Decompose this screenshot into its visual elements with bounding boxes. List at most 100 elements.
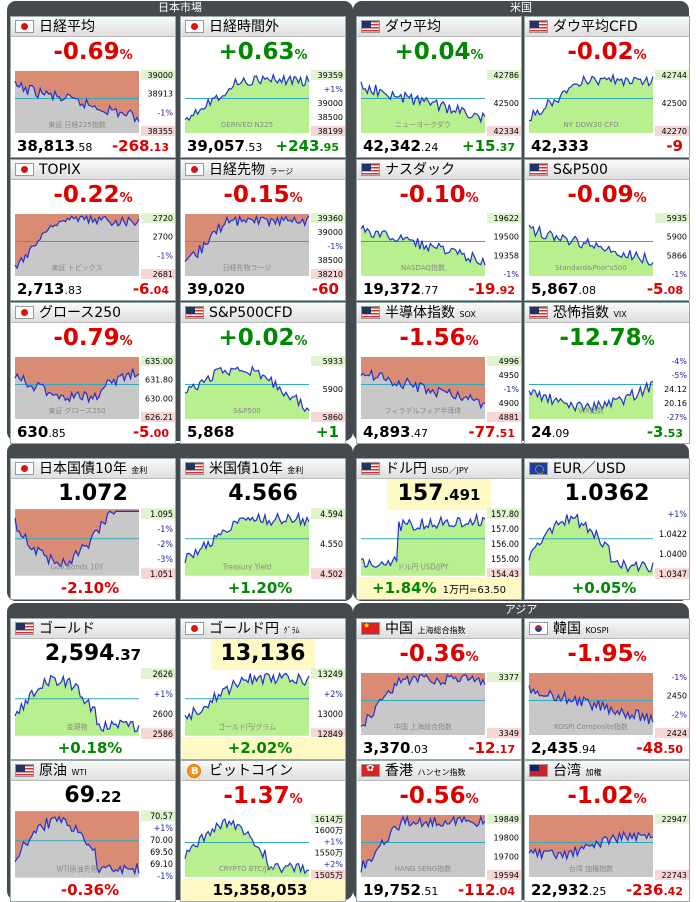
- market-card[interactable]: グロース250 -0.79% 東証 グロース250 635.00 631.80 630.…: [10, 302, 176, 444]
- card-title-bar: 米国債10年 金利: [181, 459, 345, 479]
- market-card[interactable]: TOPIX -0.22% 東証 トピックス 2720 2700 -1% 2681 2,71…: [10, 159, 176, 301]
- flag-tw-icon: [529, 764, 548, 777]
- market-card[interactable]: 日本国債10年 金利 1.072 Gov.Bonds 10Y 1.095 -1% -2%…: [10, 458, 176, 600]
- card-change-percent: -0.22%: [53, 182, 133, 208]
- chart-watermark: NY DOW30 CFD: [564, 121, 619, 129]
- chart-line: [184, 511, 310, 564]
- axis-label: 5900: [667, 233, 687, 242]
- axis-label: 70.57: [150, 811, 173, 821]
- mini-chart: Standard&Poor's500 5935 5900 5866 -1%: [528, 213, 689, 279]
- chart-area: [185, 819, 309, 877]
- market-card[interactable]: ゴールド 2,594.37 金現物 2626 +1% 2600 2586 +0.18%: [10, 618, 176, 760]
- axis-label: 154.43: [491, 569, 519, 579]
- chart-line: [528, 513, 654, 574]
- axis-label: 626.21: [145, 413, 173, 422]
- market-card[interactable]: 香港 ハンセン指数 -0.56% HANG SENG指数 19849 19800 197…: [356, 760, 522, 902]
- card-change-percent: -1.56%: [399, 325, 479, 351]
- market-card[interactable]: S&P500CFD +0.02% S&P500 5933 5900 5860 5,868…: [180, 302, 346, 444]
- chart-line: [184, 72, 310, 122]
- chart-line: [360, 81, 486, 124]
- card-title-bar: 台湾 加権: [525, 761, 689, 781]
- chart-watermark: ドル円 USD/JPY: [398, 562, 449, 571]
- card-footer: 42,342.24 +15.37: [357, 135, 521, 157]
- market-card[interactable]: ダウ平均CFD -0.02% NY DOW30 CFD 42744 42500 4227…: [524, 16, 690, 158]
- card-price: 5,868: [187, 423, 235, 441]
- card-change-percent: -1.95%: [567, 641, 647, 667]
- flag-eu-icon: [529, 462, 548, 475]
- card-title-bar: TOPIX: [11, 160, 175, 180]
- mini-chart: HANG SENG指数 19849 19800 19700 19594: [360, 814, 521, 880]
- axis-label: 3349: [499, 729, 519, 738]
- market-card[interactable]: 米国債10年 金利 4.566 Treasury Yield 4.594 4.550 4…: [180, 458, 346, 600]
- axis-label: 2681: [153, 270, 173, 279]
- card-title-bar: S&P500CFD: [181, 303, 345, 323]
- chart-watermark: 日経先物ラージ: [223, 263, 272, 272]
- axis-label: -1%: [157, 251, 173, 260]
- card-price: 2,713.83: [17, 280, 82, 298]
- market-card[interactable]: ドル円 USD／JPY 157.491 ドル円 USD/JPY 157.80 157.…: [356, 458, 522, 600]
- mini-chart: WTI原油先物 70.57 +1% 70.00 69.50 69.10 -1%: [14, 810, 175, 881]
- axis-label: +1%: [324, 85, 344, 94]
- axis-label: 1.0422: [659, 529, 687, 539]
- card-footer: +0.05%: [571, 579, 637, 597]
- chart-line: [14, 815, 140, 876]
- market-card[interactable]: 韓国 KOSPI -1.95% KOSPI Composite指数 -1% 2450 -…: [524, 618, 690, 760]
- mini-chart: Treasury Yield 4.594 4.550 4.502: [184, 508, 345, 579]
- market-card[interactable]: EUR／USD 1.0362 +1% 1.0422 1.0400 1.0347 +0.05…: [524, 458, 690, 600]
- flag-us-icon: [185, 306, 204, 319]
- flag-btc-icon: [187, 764, 201, 778]
- card-name: 半導体指数 SOX: [385, 305, 476, 321]
- chart-area: [185, 214, 309, 262]
- market-card[interactable]: ビットコイン -1.37% CRYPTO BTC/JPY 1614万 1600万 +1%…: [180, 760, 346, 902]
- market-card[interactable]: 日経先物 ラージ -0.15% 日経先物ラージ 39360 39000 -1% 38500…: [180, 159, 346, 301]
- axis-label: -1%: [503, 385, 519, 394]
- flag-kr-icon: [529, 622, 548, 635]
- card-price: 42,333: [531, 137, 589, 155]
- card-title-bar: 日経平均: [11, 17, 175, 37]
- card-title-bar: ビットコイン: [181, 761, 345, 781]
- axis-label: 1614万: [315, 815, 343, 824]
- chart-watermark: S&P500: [233, 407, 260, 415]
- card-price: 24.09: [531, 423, 570, 441]
- axis-label-bg: [487, 672, 521, 682]
- card-value: 157.491: [387, 479, 491, 510]
- axis-label: +1%: [668, 509, 687, 519]
- market-card[interactable]: 半導体指数 SOX -1.56% フィラデルフィア半導体 4996 4950 -1% 49…: [356, 302, 522, 444]
- card-diff: -9: [666, 137, 683, 155]
- market-card[interactable]: 台湾 加権 -1.02% 台湾 加権指数 22947 22743 22,932.25 …: [524, 760, 690, 902]
- market-card[interactable]: ダウ平均 +0.04% ニューヨークダウ 42786 42500 42334 42,34…: [356, 16, 522, 158]
- axis-label: 38500: [318, 113, 343, 122]
- axis-label-bg: [311, 568, 345, 579]
- chart-line: [528, 685, 654, 725]
- axis-label-bg: [311, 668, 345, 679]
- panel-title: [7, 603, 353, 617]
- market-card[interactable]: 日経時間外 +0.63% DERIVED N225 39359 +1% 39000 385…: [180, 16, 346, 158]
- mini-chart: 東証 トピックス 2720 2700 -1% 2681: [14, 213, 175, 279]
- market-card[interactable]: ナスダック -0.10% NASDAQ指数 19622 19500 19358 -1% 1…: [356, 159, 522, 301]
- market-card[interactable]: 日経平均 -0.69% 東証 日経225指数 39000 38913 -1% 38355 …: [10, 16, 176, 158]
- axis-label: 156.00: [491, 539, 519, 549]
- axis-label: 19700: [494, 852, 519, 861]
- card-change-percent: -12.78%: [559, 325, 655, 351]
- market-card[interactable]: S&P500 -0.09% Standard&Poor's500 5935 5900 5…: [524, 159, 690, 301]
- card-change-percent: -0.69%: [53, 39, 133, 65]
- axis-label: 42270: [662, 127, 687, 136]
- axis-label-bg: [141, 508, 175, 519]
- axis-label-bg: [655, 70, 689, 80]
- card-footer: +1.84% 1万円=63.50: [357, 577, 521, 599]
- card-diff: +15.37: [462, 137, 515, 155]
- market-card[interactable]: 恐怖指数 VIX -12.78% VIX指数 -4% -5% 24.12 20.16 -27…: [524, 302, 690, 444]
- market-card[interactable]: ゴールド円 ｸﾞﾗﾑ 13,136 ゴールド円/グラム 13249 +2% 13000 1…: [180, 618, 346, 760]
- axis-label-bg: [311, 508, 345, 519]
- card-change-percent: -0.09%: [567, 182, 647, 208]
- axis-label-bg: [141, 810, 175, 821]
- card-diff: -6.04: [132, 280, 169, 298]
- card-diff: -48.50: [636, 739, 683, 757]
- card-title-bar: ドル円 USD／JPY: [357, 459, 521, 479]
- market-card[interactable]: 中国 上海総合指数 -0.36% 中国 上海総合指数 3377 3349 3,370.…: [356, 618, 522, 760]
- axis-label: 39360: [318, 214, 343, 223]
- chart-area: [15, 71, 139, 122]
- mini-chart: ゴールド円/グラム 13249 +2% 13000 12849: [184, 668, 345, 739]
- market-card[interactable]: 原油 WTI 69.22 WTI原油先物 70.57 +1% 70.00 69.50 69.…: [10, 760, 176, 902]
- axis-label: +2%: [324, 689, 343, 699]
